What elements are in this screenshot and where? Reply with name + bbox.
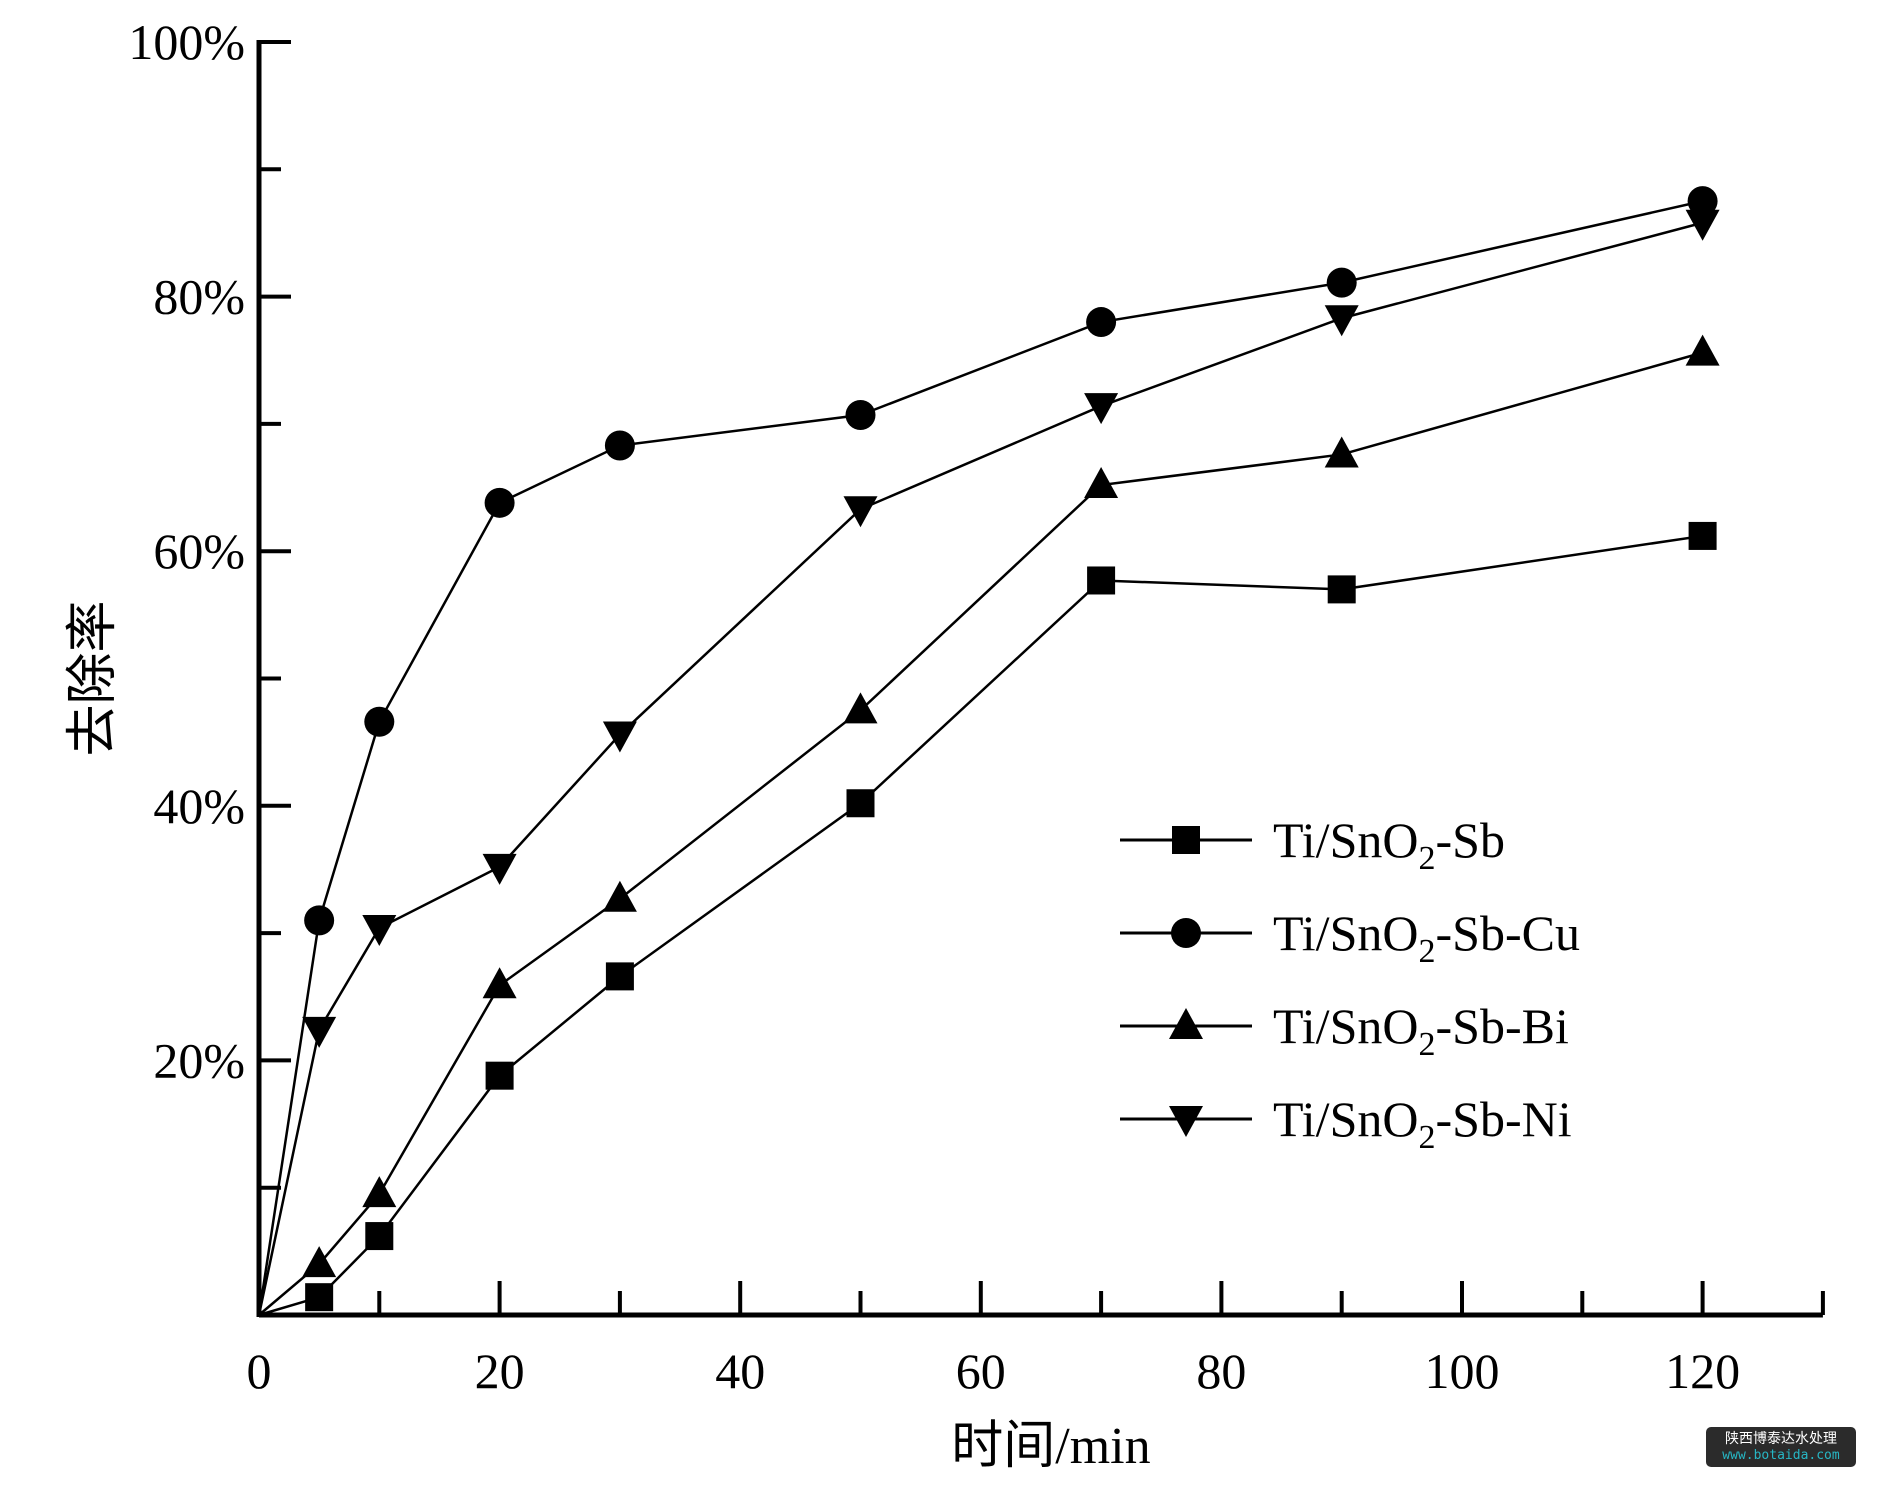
legend-label: Ti/SnO2-Sb-Ni: [1273, 1091, 1572, 1156]
y-axis-title: 去除率: [65, 600, 122, 756]
circle-marker: [845, 399, 876, 430]
x-tick-label: 60: [956, 1343, 1006, 1399]
circle-marker: [364, 706, 395, 737]
circle-marker: [484, 487, 515, 518]
y-tick-label: 60%: [153, 523, 245, 579]
legend-label: Ti/SnO2-Sb: [1273, 812, 1505, 877]
square-marker: [485, 1061, 514, 1090]
triangle-up-marker: [1084, 467, 1119, 499]
triangle-down-marker: [482, 853, 517, 885]
x-tick-label: 120: [1665, 1343, 1740, 1399]
triangle-up-marker: [482, 967, 517, 999]
y-tick-label: 40%: [153, 778, 245, 834]
legend-label: Ti/SnO2-Sb-Cu: [1273, 905, 1580, 970]
legend-item: Ti/SnO2-Sb-Bi: [1120, 998, 1569, 1063]
y-tick-label: 20%: [153, 1032, 245, 1088]
x-tick-label: 20: [475, 1343, 525, 1399]
legend-item: Ti/SnO2-Sb-Ni: [1120, 1091, 1572, 1156]
square-marker: [846, 789, 875, 818]
triangle-up-marker: [1685, 334, 1720, 366]
triangle-up-marker: [1169, 1008, 1203, 1039]
circle-marker: [1687, 186, 1718, 217]
watermark: 陕西博泰达水处理 www.botaida.com: [1706, 1427, 1856, 1467]
circle-marker: [1171, 918, 1201, 948]
series-square: [258, 521, 1717, 1317]
square-marker: [365, 1222, 394, 1251]
square-marker: [605, 962, 634, 991]
x-tick-label: 100: [1425, 1343, 1500, 1399]
circle-marker: [304, 905, 335, 936]
triangle-down-marker: [602, 721, 637, 753]
y-tick-label: 100%: [128, 14, 245, 70]
series-circle: [257, 186, 1718, 1316]
square-marker: [1688, 521, 1717, 550]
triangle-down-marker: [302, 1016, 337, 1048]
x-tick-label: 0: [247, 1343, 272, 1399]
square-marker: [1172, 826, 1200, 854]
series-triangle-up: [258, 334, 1720, 1316]
triangle-down-marker: [1685, 209, 1720, 241]
triangle-up-marker: [362, 1176, 397, 1208]
series-line: [257, 199, 1703, 1316]
circle-marker: [1086, 307, 1117, 338]
watermark-line2: www.botaida.com: [1722, 1448, 1840, 1463]
watermark-line1: 陕西博泰达水处理: [1725, 1431, 1837, 1447]
legend-item: Ti/SnO2-Sb-Cu: [1120, 905, 1580, 970]
circle-marker: [1326, 267, 1357, 298]
square-marker: [1087, 566, 1116, 595]
x-tick-label: 40: [715, 1343, 765, 1399]
triangle-down-marker: [1084, 393, 1119, 425]
x-axis-title: 时间/min: [951, 1418, 1150, 1475]
square-marker: [305, 1283, 334, 1312]
circle-marker: [604, 430, 635, 461]
legend-label: Ti/SnO2-Sb-Bi: [1273, 998, 1569, 1063]
series-triangle-down: [257, 209, 1720, 1316]
triangle-up-marker: [602, 880, 637, 912]
triangle-up-marker: [1324, 436, 1359, 468]
y-tick-label: 80%: [153, 269, 245, 325]
legend-item: Ti/SnO2-Sb: [1120, 812, 1505, 877]
triangle-down-marker: [1169, 1106, 1203, 1137]
triangle-up-marker: [302, 1246, 337, 1278]
triangle-down-marker: [362, 915, 397, 947]
triangle-up-marker: [843, 692, 878, 724]
triangle-down-marker: [1324, 305, 1359, 337]
square-marker: [1327, 575, 1356, 604]
x-tick-label: 80: [1196, 1343, 1246, 1399]
triangle-down-marker: [843, 496, 878, 528]
series-line: [257, 221, 1703, 1316]
